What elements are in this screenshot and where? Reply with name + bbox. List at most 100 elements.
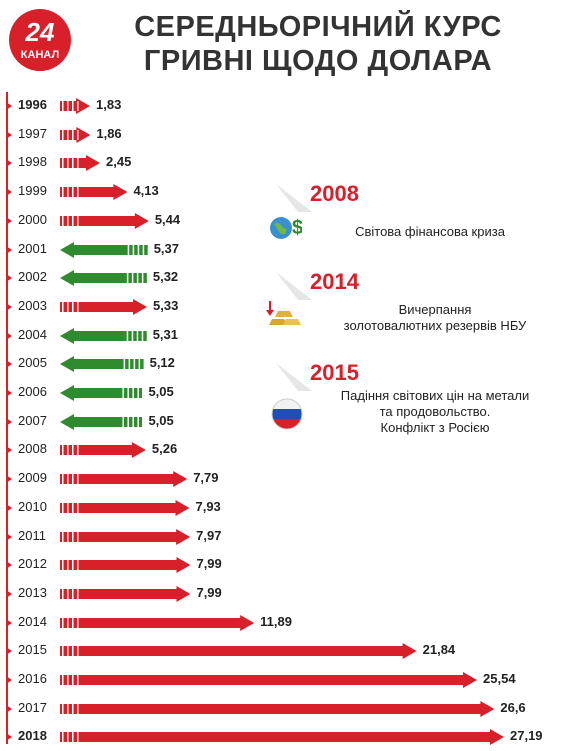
- tick-label-2009: 2009: [18, 470, 47, 486]
- data-label-2016: 25,54: [483, 671, 516, 686]
- timeline-tick: [6, 417, 12, 426]
- data-label-2014: 11,89: [260, 613, 292, 629]
- chart-row-2015: 2015 21,84: [0, 637, 560, 665]
- tick-label-2004: 2004: [18, 326, 47, 342]
- event-2008-line-1: Світова фінансова криза: [355, 224, 505, 239]
- chart-row-2006: 2006 5,05: [0, 379, 560, 407]
- tick-label-2000: 2000: [18, 211, 47, 227]
- data-label-2001: 5,37: [153, 240, 179, 256]
- timeline-tick: [6, 102, 12, 110]
- logo-number: 24: [25, 17, 55, 47]
- gold-bars-icon: [266, 301, 301, 325]
- data-label-2000: 5,44: [154, 211, 181, 227]
- event-2015-line-1: Падіння світових цін на метали: [340, 388, 530, 403]
- chart-row-2011: 2011 7,97: [0, 523, 560, 551]
- chart-row-1999: 1999 4,13: [0, 178, 560, 206]
- bar-2002: [60, 270, 147, 287]
- bar-2012: [60, 557, 191, 574]
- data-label-1996: 1,83: [96, 97, 122, 112]
- chart-row-1996: 1996 1,83: [0, 92, 560, 120]
- timeline-tick: [6, 532, 12, 541]
- chart-row-2009: 2009 7,79: [0, 465, 560, 493]
- data-label-2005: 5,12: [149, 355, 175, 371]
- bar-2014: [60, 614, 255, 631]
- timeline-tick: [6, 130, 12, 139]
- data-label-2004: 5,31: [152, 326, 179, 342]
- timeline-tick: [6, 676, 12, 684]
- data-label-1997: 1,86: [96, 125, 122, 141]
- chart-row-2001: 2001 5,37: [0, 236, 560, 264]
- chart-row-2000: 2000 5,44: [0, 207, 560, 235]
- event-text-2014: Вичерпання золотовалютних резервів НБУ: [300, 302, 570, 334]
- timeline-tick: [6, 446, 12, 455]
- tick-label-2006: 2006: [18, 384, 47, 399]
- bar-1997: [60, 126, 91, 143]
- timeline-tick: [6, 475, 12, 484]
- bar-2018: [60, 729, 504, 746]
- timeline-tick: [6, 589, 12, 598]
- tick-label-2012: 2012: [18, 556, 47, 572]
- timeline-tick: [6, 503, 12, 512]
- tick-label-2017: 2017: [18, 699, 47, 715]
- tick-label-2007: 2007: [18, 412, 47, 428]
- data-label-2006: 5,05: [148, 384, 174, 399]
- bar-2008: [60, 442, 146, 459]
- timeline-tick: [6, 274, 12, 283]
- chart-row-2014: 2014 11,89: [0, 609, 560, 637]
- data-label-2018: 27,19: [510, 728, 543, 744]
- chart-row-2005: 2005 5,12: [0, 350, 560, 378]
- bar-1996: [60, 98, 90, 114]
- chart-row-2003: 2003 5,33: [0, 293, 560, 321]
- chart-row-1997: 1997 1,86: [0, 121, 560, 149]
- chart-row-2010: 2010 7,93: [0, 494, 560, 522]
- bar-2006: [60, 385, 143, 401]
- tick-label-1997: 1997: [18, 125, 47, 141]
- chart-row-2008: 2008 5,26: [0, 436, 560, 464]
- chart-row-2002: 2002 5,32: [0, 264, 560, 292]
- data-label-1999: 4,13: [133, 183, 159, 199]
- data-label-2002: 5,32: [152, 269, 179, 285]
- chart-row-1998: 1998 2,45: [0, 149, 560, 177]
- bar-2017: [60, 700, 495, 717]
- data-label-2017: 26,6: [500, 699, 526, 715]
- svg-text:$: $: [292, 217, 302, 239]
- chart-row-2012: 2012 7,99: [0, 551, 560, 579]
- event-year-2015: 2015: [310, 360, 359, 385]
- bar-1998: [60, 155, 100, 172]
- tick-label-1998: 1998: [18, 154, 47, 170]
- chart-row-2007: 2007 5,05: [0, 408, 560, 436]
- chart-row-2013: 2013 7,99: [0, 580, 560, 608]
- event-year-2008: 2008: [310, 181, 359, 206]
- tick-label-2013: 2013: [18, 584, 47, 600]
- logo-word: КАНАЛ: [21, 49, 59, 61]
- globe-dollar-icon: $: [270, 217, 302, 239]
- timeline-tick: [6, 561, 12, 570]
- bar-2005: [60, 356, 144, 373]
- title-line-2: ГРИВНІ ЩОДО ДОЛАРА: [143, 45, 493, 77]
- bar-2000: [60, 212, 149, 229]
- event-text-2015: Падіння світових цін на метали та продов…: [300, 388, 570, 436]
- tick-label-2016: 2016: [18, 671, 47, 686]
- data-label-2007: 5,05: [148, 412, 174, 428]
- tick-label-2014: 2014: [18, 613, 47, 629]
- tick-label-1999: 1999: [18, 183, 47, 199]
- data-label-2003: 5,33: [153, 297, 179, 313]
- chart-row-2017: 2017 26,6: [0, 695, 560, 723]
- timeline-tick: [6, 704, 12, 713]
- tick-label-2003: 2003: [18, 297, 47, 313]
- timeline-tick: [6, 733, 12, 742]
- bar-2010: [60, 499, 190, 516]
- bar-2004: [60, 327, 147, 344]
- event-2015-line-2: та продовольство.: [379, 404, 491, 419]
- page-title: СЕРЕДНЬОРІЧНИЙ КУРС ГРИВНІ ЩОДО ДОЛАРА: [118, 10, 518, 78]
- bar-2007: [60, 413, 143, 430]
- timeline-tick: [6, 389, 12, 397]
- bar-2001: [60, 241, 148, 258]
- event-2015-line-3: Конфлікт з Росією: [380, 420, 490, 435]
- data-label-2008: 5,26: [151, 441, 178, 457]
- title-line-1: СЕРЕДНЬОРІЧНИЙ КУРС: [134, 11, 502, 43]
- tick-label-2002: 2002: [18, 269, 47, 285]
- tick-label-2018: 2018: [18, 728, 47, 744]
- data-label-2013: 7,99: [196, 584, 222, 600]
- event-2014-line-2: золотовалютних резервів НБУ: [343, 318, 527, 333]
